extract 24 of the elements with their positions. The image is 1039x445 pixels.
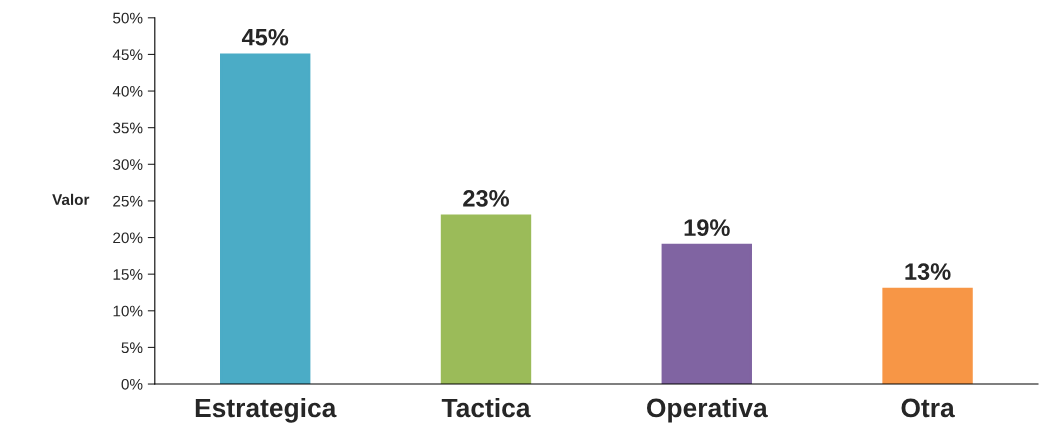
y-tick-label: 10%: [113, 305, 143, 317]
y-axis-title: Valor: [52, 193, 90, 206]
y-tick-label: 50%: [113, 12, 143, 24]
data-label: 19%: [684, 219, 730, 237]
y-tick-label: 0%: [121, 378, 143, 390]
data-label: 45%: [241, 28, 289, 46]
bar: [661, 243, 752, 385]
y-tick-label: 35%: [113, 122, 143, 134]
data-label: 23%: [463, 190, 509, 207]
x-tick-label: Otra: [901, 398, 955, 418]
x-tick-label: Operativa: [647, 397, 768, 423]
y-tick-label: 15%: [113, 269, 143, 280]
y-tick-label: 30%: [113, 159, 143, 170]
data-label: 13%: [905, 263, 951, 281]
y-tick-label: 25%: [113, 195, 143, 207]
bar: [440, 214, 532, 385]
bar: [882, 287, 973, 385]
x-tick-label: Tactica: [441, 397, 531, 418]
x-tick-label: Estrategica: [195, 397, 337, 423]
bar: [220, 53, 311, 385]
y-tick-label: 20%: [113, 232, 143, 244]
y-tick-label: 45%: [112, 49, 143, 61]
y-tick-label: 40%: [112, 85, 143, 97]
y-tick-label: 5%: [121, 342, 143, 354]
